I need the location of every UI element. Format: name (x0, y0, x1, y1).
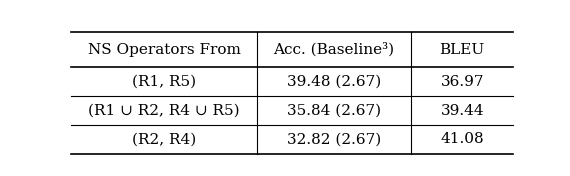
Text: 32.82 (2.67): 32.82 (2.67) (287, 133, 381, 146)
Text: (R1, R5): (R1, R5) (132, 75, 196, 89)
Text: 41.08: 41.08 (441, 133, 484, 146)
Text: 36.97: 36.97 (441, 75, 484, 89)
Text: 39.48 (2.67): 39.48 (2.67) (287, 75, 381, 89)
Text: BLEU: BLEU (439, 43, 485, 56)
Text: 35.84 (2.67): 35.84 (2.67) (287, 103, 381, 118)
Text: 39.44: 39.44 (441, 103, 484, 118)
Text: (R2, R4): (R2, R4) (132, 133, 196, 146)
Text: Acc. (Baseline³): Acc. (Baseline³) (274, 42, 394, 57)
Text: NS Operators From: NS Operators From (88, 43, 241, 56)
Text: (R1 ∪ R2, R4 ∪ R5): (R1 ∪ R2, R4 ∪ R5) (88, 103, 240, 118)
